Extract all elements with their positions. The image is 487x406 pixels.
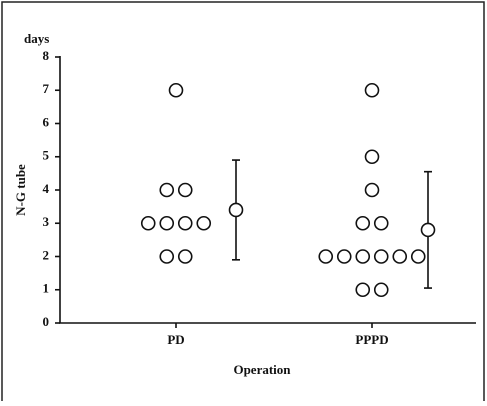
x-axis-label: Operation — [233, 362, 291, 377]
y-tick-label: 6 — [43, 114, 50, 129]
data-point — [373, 215, 389, 231]
data-point — [355, 282, 371, 298]
data-point — [159, 249, 175, 264]
data-point — [140, 215, 156, 231]
data-point — [373, 249, 389, 264]
data-point — [364, 149, 380, 165]
data-point — [177, 182, 193, 198]
x-tick-label: PD — [167, 332, 184, 347]
data-point — [159, 182, 175, 198]
data-point — [168, 82, 184, 98]
y-tick-label: 1 — [43, 281, 50, 296]
mean-marker — [420, 222, 436, 238]
data-point — [373, 282, 389, 298]
x-tick-label: PPPD — [355, 332, 388, 347]
data-point — [196, 215, 212, 231]
frame — [1, 1, 485, 401]
y-tick-label: 2 — [43, 247, 50, 262]
y-tick-label: 3 — [43, 214, 50, 229]
data-point — [355, 215, 371, 231]
y-axis-label: N-G tube — [13, 164, 28, 216]
y-unit: days — [24, 31, 49, 46]
y-tick-label: 0 — [43, 314, 50, 329]
y-tick-label: 4 — [43, 181, 50, 196]
data-point — [364, 182, 380, 198]
data-point — [159, 215, 175, 231]
y-tick-label: 5 — [43, 148, 50, 163]
data-point — [355, 249, 371, 264]
data-point — [336, 249, 352, 264]
data-point — [318, 249, 334, 264]
y-tick-label: 7 — [43, 81, 50, 96]
mean-marker — [228, 202, 244, 218]
data-point — [364, 82, 380, 98]
data-point — [177, 215, 193, 231]
y-tick-label: 8 — [43, 48, 50, 63]
data-point — [410, 249, 426, 264]
data-point — [177, 249, 193, 264]
data-point — [392, 249, 408, 264]
